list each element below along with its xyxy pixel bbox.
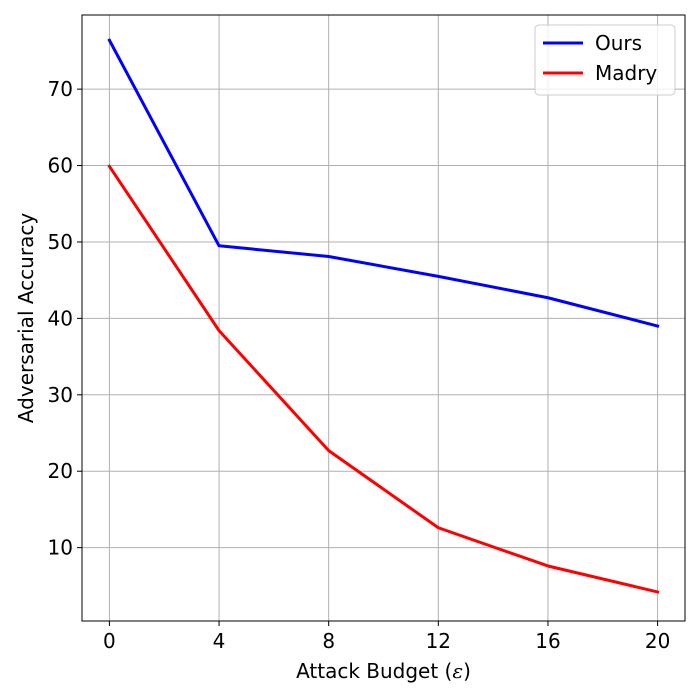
y-tick-label: 70 [48,77,73,101]
x-tick-label: 4 [213,629,226,653]
series-layer [107,38,660,594]
grid-layer [82,15,685,621]
legend-label-ours: Ours [595,31,642,55]
y-tick-label: 40 [48,306,73,330]
y-axis-label: Adversarial Accuracy [14,213,38,423]
legend-label-madry: Madry [595,61,657,85]
x-tick-label: 12 [426,629,451,653]
ticks-layer: 0 4 8 12 16 20 10 20 30 40 50 60 70 [48,77,671,653]
y-tick-label: 60 [48,154,73,178]
x-tick-label: 0 [103,629,116,653]
y-tick-label: 20 [48,459,73,483]
legend: Ours Madry [534,24,676,96]
series-line-ours [107,38,660,328]
x-axis-label: Attack Budget (ε) [296,659,471,683]
y-tick-label: 50 [48,230,73,254]
series-line-madry [107,164,660,594]
x-tick-label: 16 [535,629,560,653]
y-tick-label: 30 [48,383,73,407]
x-tick-label: 8 [322,629,335,653]
y-tick-label: 10 [48,536,73,560]
x-tick-label: 20 [645,629,670,653]
